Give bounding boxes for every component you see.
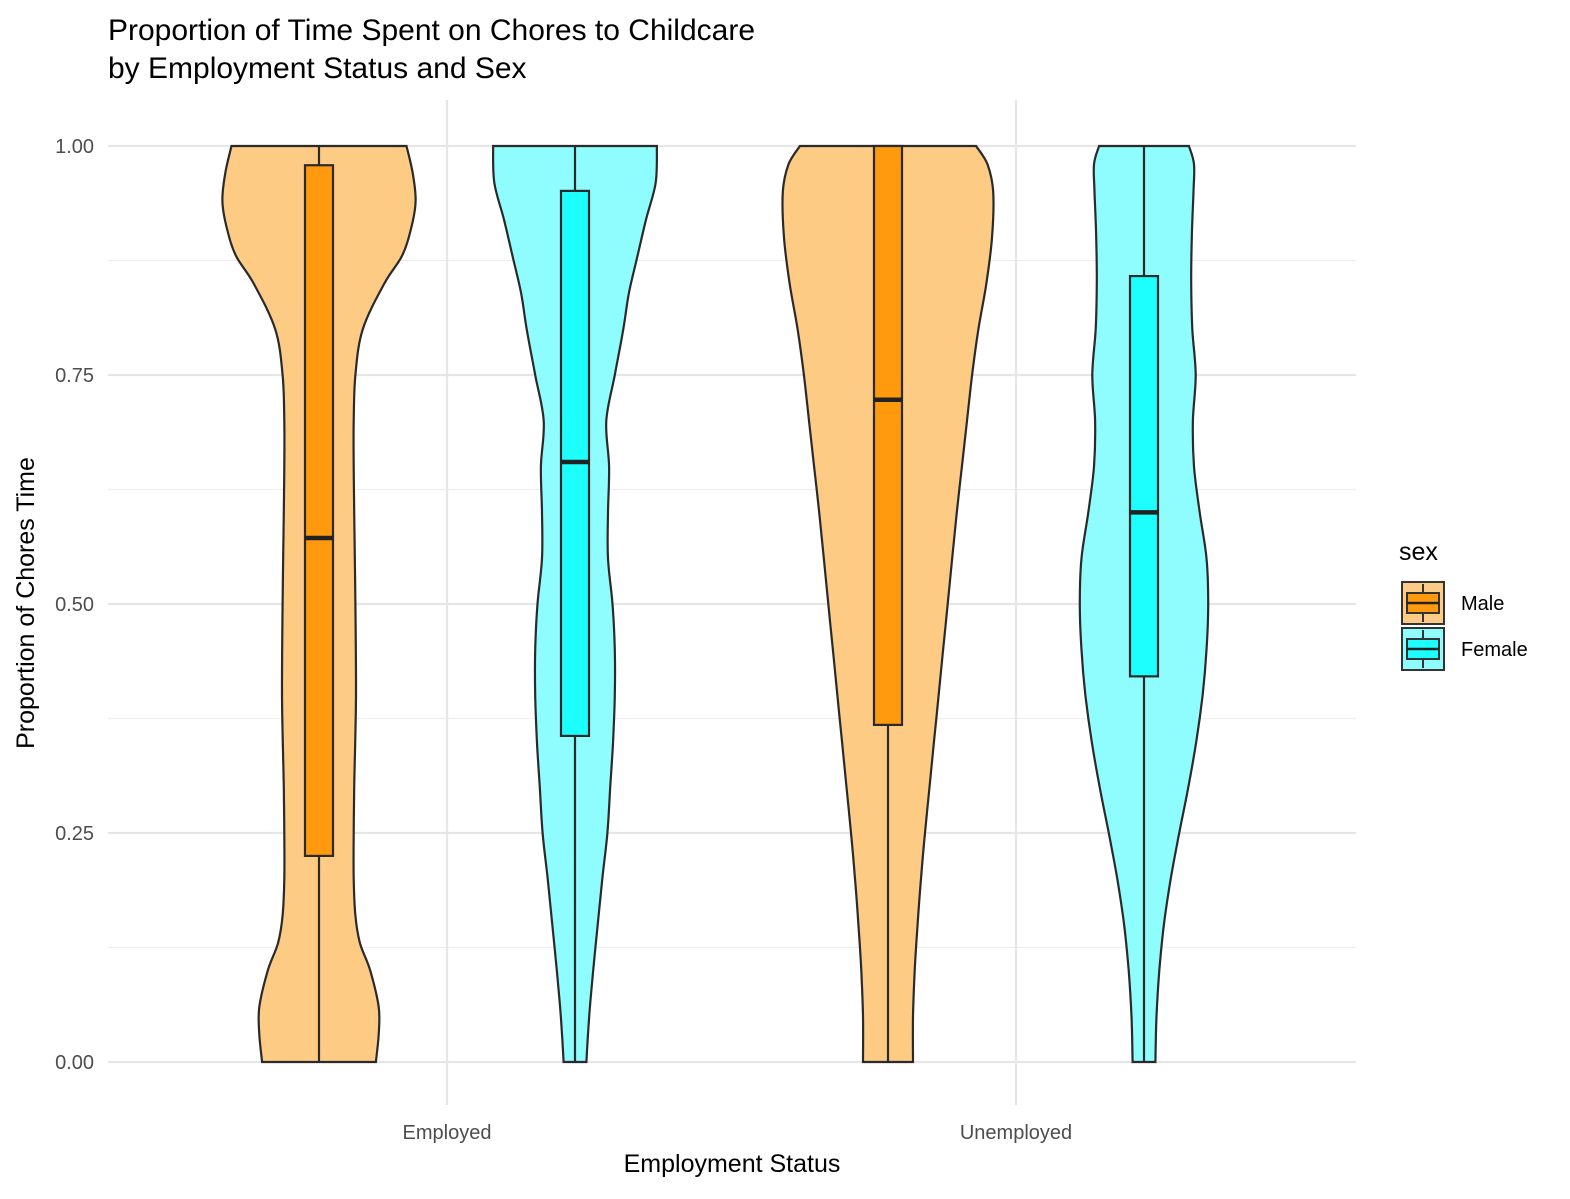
boxplot-male-employed — [303, 146, 335, 1062]
legend-title: sex — [1399, 538, 1438, 566]
boxplot-female-unemployed — [1128, 146, 1160, 1062]
legend-label: Female — [1461, 639, 1528, 661]
boxplot-male-unemployed — [872, 144, 904, 1062]
y-tick-label: 0.50 — [55, 594, 94, 616]
legend-key-male: Male — [1401, 581, 1504, 625]
x-tick-label: Employed — [403, 1122, 492, 1144]
y-axis-ticks: 0.00 0.25 0.50 0.75 1.00 — [55, 136, 94, 1074]
chart-title-line1: Proportion of Time Spent on Chores to Ch… — [108, 14, 755, 47]
boxplot-female-employed — [559, 146, 591, 1062]
legend-key-female: Female — [1401, 627, 1528, 671]
y-tick-label: 0.25 — [55, 823, 94, 845]
x-tick-label: Unemployed — [960, 1122, 1072, 1144]
box — [303, 164, 335, 857]
boxplots — [303, 144, 1160, 1062]
x-axis-ticks: Employed Unemployed — [403, 1122, 1073, 1144]
y-tick-label: 0.75 — [55, 365, 94, 387]
y-axis-title: Proportion of Chores Time — [12, 457, 40, 749]
y-tick-label: 0.00 — [55, 1052, 94, 1074]
box — [872, 144, 904, 727]
y-tick-label: 1.00 — [55, 136, 94, 158]
legend-label: Male — [1461, 593, 1504, 615]
chart-title-line2: by Employment Status and Sex — [108, 52, 527, 85]
legend-keys: Male Female — [1401, 581, 1528, 671]
box — [1128, 274, 1160, 678]
legend: sex Male Female — [1399, 538, 1528, 671]
x-axis-title: Employment Status — [624, 1150, 841, 1178]
